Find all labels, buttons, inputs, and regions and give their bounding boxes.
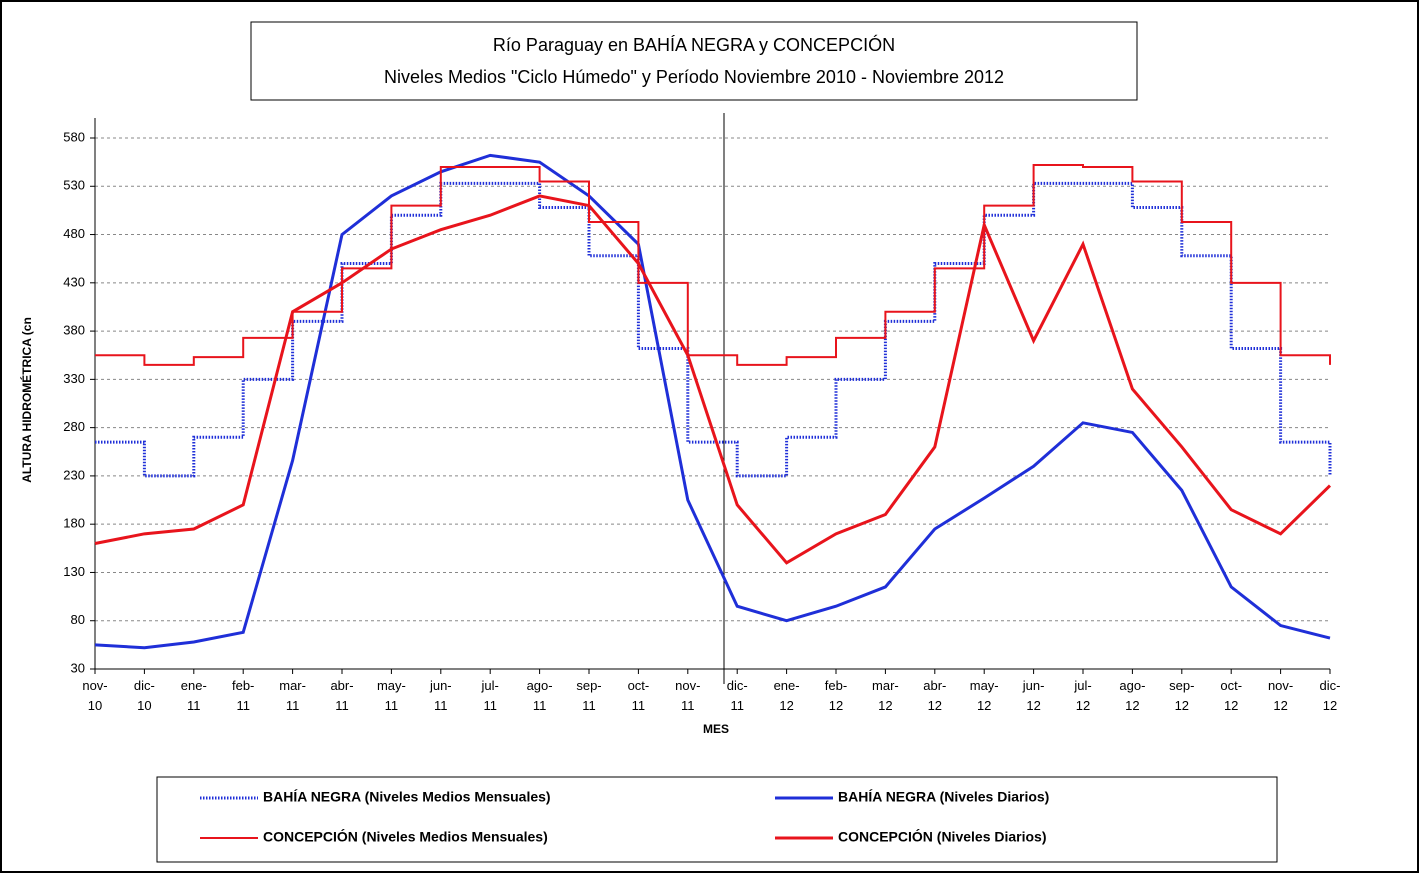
x-tick-label: sep-12 (1169, 678, 1194, 713)
y-tick-label: 30 (71, 660, 85, 675)
series-line (94, 194, 1332, 565)
y-tick-label: 580 (63, 129, 85, 144)
x-tick-label: jun-11 (429, 678, 452, 713)
x-tick-label: sep-11 (576, 678, 601, 713)
y-tick-label: 230 (63, 467, 85, 482)
legend-label: BAHÍA NEGRA (Niveles Medios Mensuales) (263, 789, 551, 805)
y-tick-label: 80 (71, 612, 85, 627)
x-tick-label: nov-10 (82, 678, 107, 713)
step-line (95, 164, 1331, 366)
series-line (94, 153, 1331, 650)
chart-subtitle: Niveles Medios "Ciclo Húmedo" y Período … (384, 67, 1004, 87)
legend-label: CONCEPCIÓN (Niveles Medios Mensuales) (263, 828, 548, 845)
x-tick-label: jun-12 (1022, 678, 1045, 713)
x-tick-label: may-11 (377, 678, 406, 713)
x-tick-label: mar-12 (872, 678, 899, 713)
y-tick-label: 130 (63, 564, 85, 579)
y-axis-label: ALTURA HIDROMÉTRICA (cn (19, 317, 34, 483)
x-tick-label: abr-12 (923, 678, 946, 713)
legend-label: CONCEPCIÓN (Niveles Diarios) (838, 828, 1047, 845)
y-tick-label: 430 (63, 274, 85, 289)
x-tick-label: jul-11 (481, 678, 499, 713)
y-tick-label: 530 (63, 178, 85, 193)
y-tick-label: 280 (63, 419, 85, 434)
legend-box (156, 776, 1278, 863)
x-axis-label: MES (703, 722, 729, 736)
y-tick-label: 180 (63, 516, 85, 531)
x-tick-label: abr-11 (330, 678, 353, 713)
x-tick-label: mar-11 (279, 678, 306, 713)
step-line (95, 181, 1332, 478)
x-tick-label: nov-11 (675, 678, 700, 713)
x-tick-label: ene-11 (181, 678, 207, 713)
y-tick-label: 380 (63, 323, 85, 338)
title-box (250, 21, 1138, 101)
x-tick-label: dic-10 (134, 678, 155, 713)
x-tick-label: ago-11 (527, 678, 553, 713)
x-tick-label: may-12 (970, 678, 999, 713)
y-tick-label: 330 (63, 371, 85, 386)
y-tick-label: 480 (63, 226, 85, 241)
x-tick-label: jul-12 (1073, 678, 1091, 713)
x-tick-label: dic-12 (1320, 678, 1341, 713)
x-tick-label: dic-11 (727, 678, 748, 713)
x-tick-label: oct-11 (628, 678, 650, 713)
x-tick-label: feb-11 (232, 678, 254, 713)
x-tick-label: ago-12 (1119, 678, 1145, 713)
x-tick-label: ene-12 (774, 678, 800, 713)
x-tick-label: nov-12 (1268, 678, 1293, 713)
x-tick-label: feb-12 (825, 678, 847, 713)
x-tick-label: oct-12 (1220, 678, 1242, 713)
chart-title: Río Paraguay en BAHÍA NEGRA y CONCEPCIÓN (493, 34, 895, 55)
legend-label: BAHÍA NEGRA (Niveles Diarios) (838, 789, 1049, 805)
